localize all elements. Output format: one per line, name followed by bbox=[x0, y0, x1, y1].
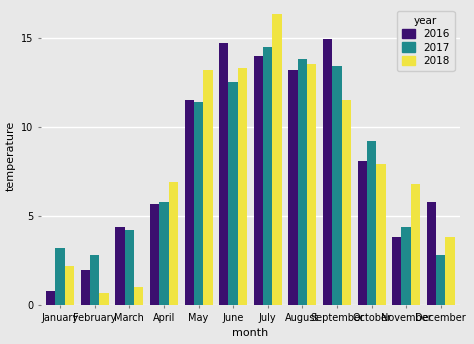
Bar bbox=[307, 64, 316, 305]
Bar bbox=[446, 237, 455, 305]
Bar bbox=[134, 287, 143, 305]
Bar bbox=[228, 82, 238, 305]
Bar bbox=[194, 102, 203, 305]
Bar bbox=[367, 141, 376, 305]
Bar bbox=[184, 100, 194, 305]
Bar bbox=[411, 184, 420, 305]
X-axis label: month: month bbox=[232, 329, 269, 338]
Bar bbox=[436, 255, 446, 305]
Bar bbox=[100, 293, 109, 305]
Bar bbox=[392, 237, 401, 305]
Bar bbox=[323, 40, 332, 305]
Bar bbox=[298, 59, 307, 305]
Bar bbox=[169, 182, 178, 305]
Bar bbox=[90, 255, 100, 305]
Bar bbox=[46, 291, 55, 305]
Bar bbox=[332, 66, 342, 305]
Bar bbox=[238, 68, 247, 305]
Bar bbox=[288, 70, 298, 305]
Bar bbox=[203, 70, 212, 305]
Bar bbox=[125, 230, 134, 305]
Bar bbox=[401, 227, 411, 305]
Bar bbox=[159, 202, 169, 305]
Bar bbox=[254, 55, 263, 305]
Bar bbox=[115, 227, 125, 305]
Legend: 2016, 2017, 2018: 2016, 2017, 2018 bbox=[397, 11, 455, 71]
Bar bbox=[427, 202, 436, 305]
Bar bbox=[273, 14, 282, 305]
Bar bbox=[55, 248, 65, 305]
Bar bbox=[65, 266, 74, 305]
Bar bbox=[357, 161, 367, 305]
Bar bbox=[376, 164, 385, 305]
Bar bbox=[219, 43, 228, 305]
Y-axis label: temperature: temperature bbox=[6, 120, 16, 191]
Bar bbox=[342, 100, 351, 305]
Bar bbox=[263, 46, 273, 305]
Bar bbox=[81, 270, 90, 305]
Bar bbox=[150, 204, 159, 305]
